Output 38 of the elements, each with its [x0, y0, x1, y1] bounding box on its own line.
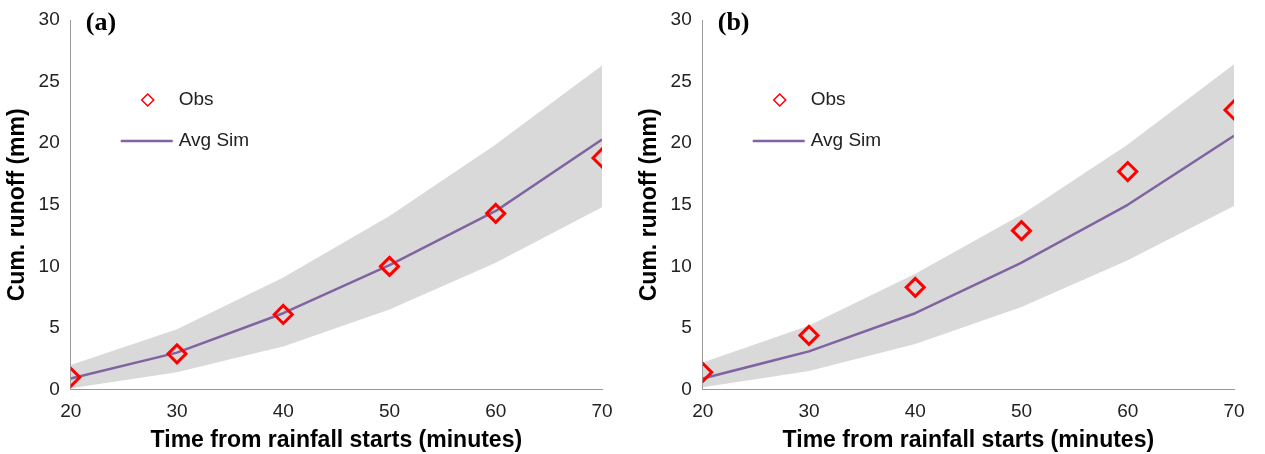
y-tick-label: 5: [681, 316, 692, 338]
y-tick-label: 15: [670, 193, 692, 215]
y-tick-label: 30: [670, 8, 692, 30]
x-tick-label: 50: [378, 400, 401, 422]
y-axis-title: Cum. runoff (mm): [3, 108, 30, 302]
x-axis-title: Time from rainfall starts (minutes): [782, 425, 1155, 452]
legend-label: Avg Sim: [810, 129, 882, 151]
x-tick-label: 70: [591, 400, 613, 422]
x-tick-label: 40: [904, 400, 926, 422]
y-tick-label: 20: [38, 131, 60, 153]
point: [904, 276, 926, 298]
y-axis-title: Cum. runoff (mm): [635, 108, 662, 302]
point: [378, 255, 400, 277]
x-tick-label: 60: [485, 400, 507, 422]
legend-label: Avg Sim: [178, 129, 250, 151]
x-tick-label: 70: [1223, 400, 1245, 422]
x-tick-label: 60: [1117, 400, 1139, 422]
x-tick-label: 50: [1010, 400, 1033, 422]
x-axis-title: Time from rainfall starts (minutes): [150, 425, 523, 452]
legend-label: Obs: [810, 88, 846, 110]
chart-title: (b): [717, 6, 750, 36]
y-tick-label: 20: [670, 131, 692, 153]
y-tick-label: 0: [49, 377, 60, 399]
y-tick-label: 5: [49, 316, 60, 338]
y-tick-label: 30: [38, 8, 60, 30]
point: [272, 303, 294, 325]
y-tick-label: 25: [670, 69, 692, 91]
x-tick-label: 30: [166, 400, 188, 422]
x-tick-label: 40: [272, 400, 294, 422]
y-tick-label: 0: [681, 377, 692, 399]
y-tick-label: 15: [38, 193, 60, 215]
chart-title: (a): [85, 6, 117, 36]
legend-label: Obs: [178, 88, 214, 110]
y-tick-label: 10: [38, 254, 60, 276]
y-tick-label: 25: [38, 69, 60, 91]
point: [1010, 220, 1032, 242]
x-tick-label: 30: [798, 400, 820, 422]
y-tick-label: 10: [670, 254, 692, 276]
